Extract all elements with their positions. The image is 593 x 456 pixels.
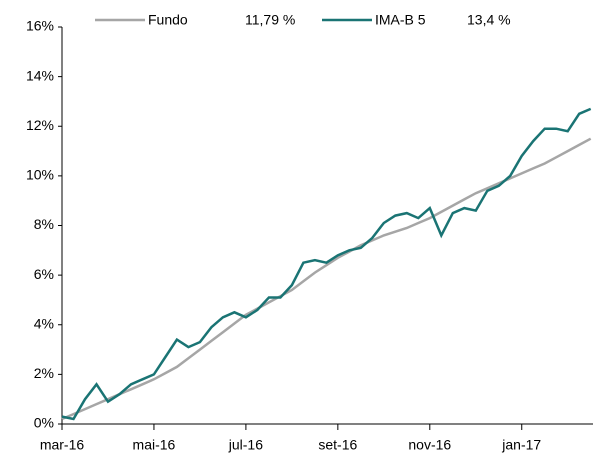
y-tick-label: 4% (34, 315, 54, 331)
y-tick-label: 0% (34, 415, 54, 431)
x-tick-label: jul-16 (228, 437, 263, 453)
y-tick-label: 10% (26, 167, 54, 183)
x-tick-label: set-16 (318, 437, 357, 453)
y-tick-label: 2% (34, 365, 54, 381)
x-tick-label: mar-16 (40, 437, 85, 453)
series-line (61, 137, 592, 421)
y-tick-label: 12% (26, 117, 54, 133)
x-tick-label: jan-17 (501, 437, 541, 453)
series-line (61, 107, 592, 421)
legend-label: Fundo (148, 12, 188, 28)
y-tick-label: 16% (26, 18, 54, 34)
legend-value: 13,4 % (467, 12, 511, 28)
x-tick-label: nov-16 (408, 437, 451, 453)
y-tick-label: 6% (34, 266, 54, 282)
y-tick-label: 14% (26, 67, 54, 83)
x-tick-label: mai-16 (133, 437, 176, 453)
y-tick-label: 8% (34, 216, 54, 232)
legend-value: 11,79 % (245, 12, 295, 28)
legend-label: IMA-B 5 (375, 12, 426, 28)
